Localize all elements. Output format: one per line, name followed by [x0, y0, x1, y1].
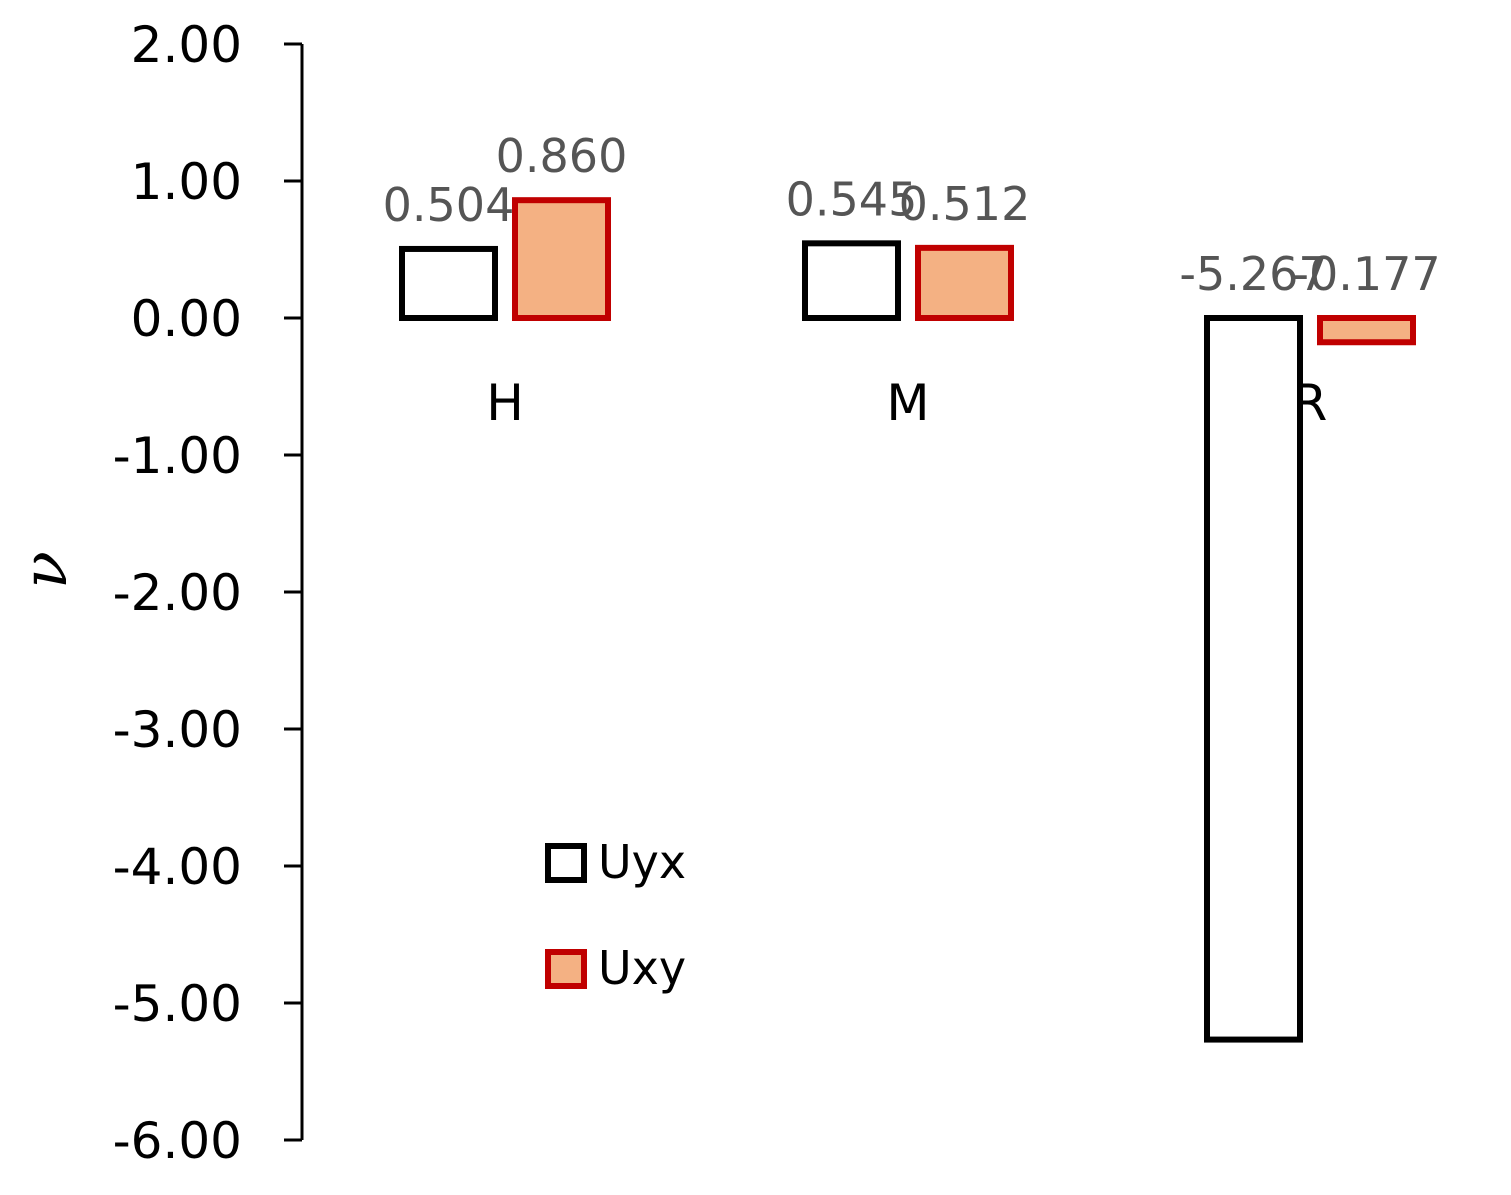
- bar-uxy-m: [915, 244, 1014, 321]
- bar-uxy-r: [1317, 315, 1416, 346]
- category-label: M: [886, 374, 929, 432]
- data-label: -5.267: [1179, 247, 1327, 301]
- y-tick-label: -1.00: [113, 427, 242, 485]
- legend-swatch-uxy: [545, 949, 587, 989]
- bars: [399, 197, 1416, 1043]
- legend-label-uyx: Uyx: [598, 835, 686, 889]
- legend-swatch-uyx: [545, 843, 587, 883]
- legend: Uyx Uxy: [545, 835, 686, 995]
- y-tick-label: -4.00: [113, 838, 242, 896]
- y-tick-label: 2.00: [131, 16, 242, 74]
- data-label: 0.860: [496, 129, 628, 183]
- y-tick-label: 0.00: [131, 290, 242, 348]
- y-tick-label: -3.00: [113, 701, 242, 759]
- category-label: R: [1293, 374, 1328, 432]
- y-ticks: 2.00 1.00 0.00 -1.00 -2.00 -3.00 -4.00 -5.00 -6.…: [113, 16, 302, 1170]
- y-tick-label: -2.00: [113, 564, 242, 622]
- category-label: H: [486, 374, 524, 432]
- bar-uyx-m: [802, 240, 901, 322]
- data-label: 0.504: [383, 178, 515, 232]
- y-axis-label: ν: [8, 551, 81, 589]
- y-tick-label: -5.00: [113, 975, 242, 1033]
- bar-uyx-h: [399, 245, 498, 321]
- legend-label-uxy: Uxy: [598, 941, 686, 995]
- bar-uyx-r: [1204, 315, 1303, 1043]
- bar-uxy-h: [512, 197, 611, 321]
- data-label: 0.545: [786, 172, 918, 226]
- data-label: -0.177: [1292, 247, 1440, 301]
- y-tick-label: 1.00: [131, 153, 242, 211]
- data-label: 0.512: [899, 177, 1031, 231]
- y-tick-label: -6.00: [113, 1112, 242, 1170]
